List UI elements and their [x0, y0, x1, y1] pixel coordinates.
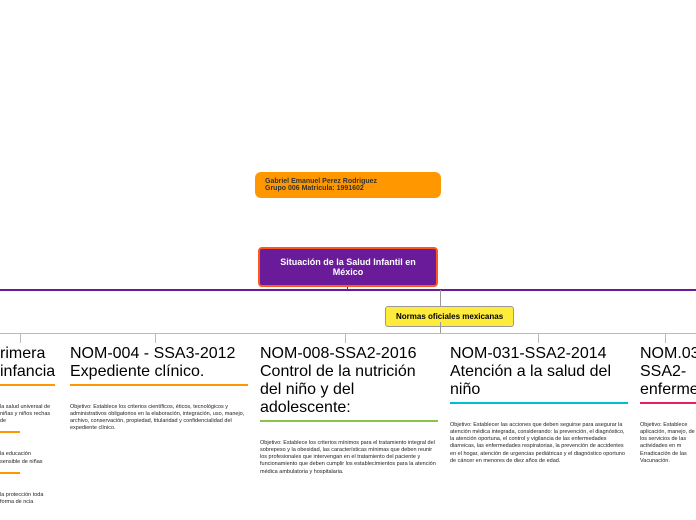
column-nom-008: NOM-008-SSA2-2016 Control de la nutrició… — [260, 345, 438, 476]
main-title: Situación de la Salud Infantil en México — [258, 247, 438, 287]
col-extra: la protección toda forma de ncia — [0, 488, 52, 506]
connector — [440, 290, 441, 306]
author-group: Grupo 006 Matricula: 1991602 — [265, 185, 431, 192]
author-name: Gabriel Emanuel Perez Rodriguez — [265, 178, 431, 185]
col-body: la salud universal de niñas y niños rech… — [0, 404, 52, 425]
normas-label: Normas oficiales mexicanas — [396, 312, 503, 321]
connector — [20, 333, 21, 343]
col-body: Objetivo: Establece aplicación, manejo, … — [640, 422, 696, 465]
column-nom-036: NOM.036 - SSA2- enfermedades. Objetivo: … — [640, 345, 696, 465]
col-body: Objetivo: Establece los criterios cientí… — [70, 404, 248, 433]
col-body: Objetivo: Establece los criterios mínimo… — [260, 440, 438, 476]
children-horizontal-line — [0, 333, 696, 334]
divider — [0, 472, 20, 474]
col-title: NOM-008-SSA2-2016 Control de la nutrició… — [260, 345, 438, 422]
col-extra: la educación sensible de niñas — [0, 447, 52, 465]
connector — [440, 322, 441, 333]
column-primera-infancia: rimera infancia la salud universal de ni… — [0, 345, 52, 506]
col-body: Objetivo: Establecer las acciones que de… — [450, 422, 628, 465]
col-title: rimera infancia — [0, 345, 52, 386]
divider — [0, 431, 20, 433]
connector — [665, 333, 666, 343]
col-title: NOM-004 - SSA3-2012 Expediente clínico. — [70, 345, 248, 386]
main-horizontal-line — [0, 289, 696, 291]
col-title: NOM-031-SSA2-2014 Atención a la salud de… — [450, 345, 628, 404]
column-nom-004: NOM-004 - SSA3-2012 Expediente clínico. … — [70, 345, 248, 433]
connector — [538, 333, 539, 343]
connector — [155, 333, 156, 343]
normas-node: Normas oficiales mexicanas — [385, 306, 514, 327]
col-title: NOM.036 - SSA2- enfermedades. — [640, 345, 696, 404]
column-nom-031: NOM-031-SSA2-2014 Atención a la salud de… — [450, 345, 628, 465]
main-title-text: Situación de la Salud Infantil en México — [280, 257, 416, 277]
connector — [345, 333, 346, 343]
author-box: Gabriel Emanuel Perez Rodriguez Grupo 00… — [255, 172, 441, 198]
